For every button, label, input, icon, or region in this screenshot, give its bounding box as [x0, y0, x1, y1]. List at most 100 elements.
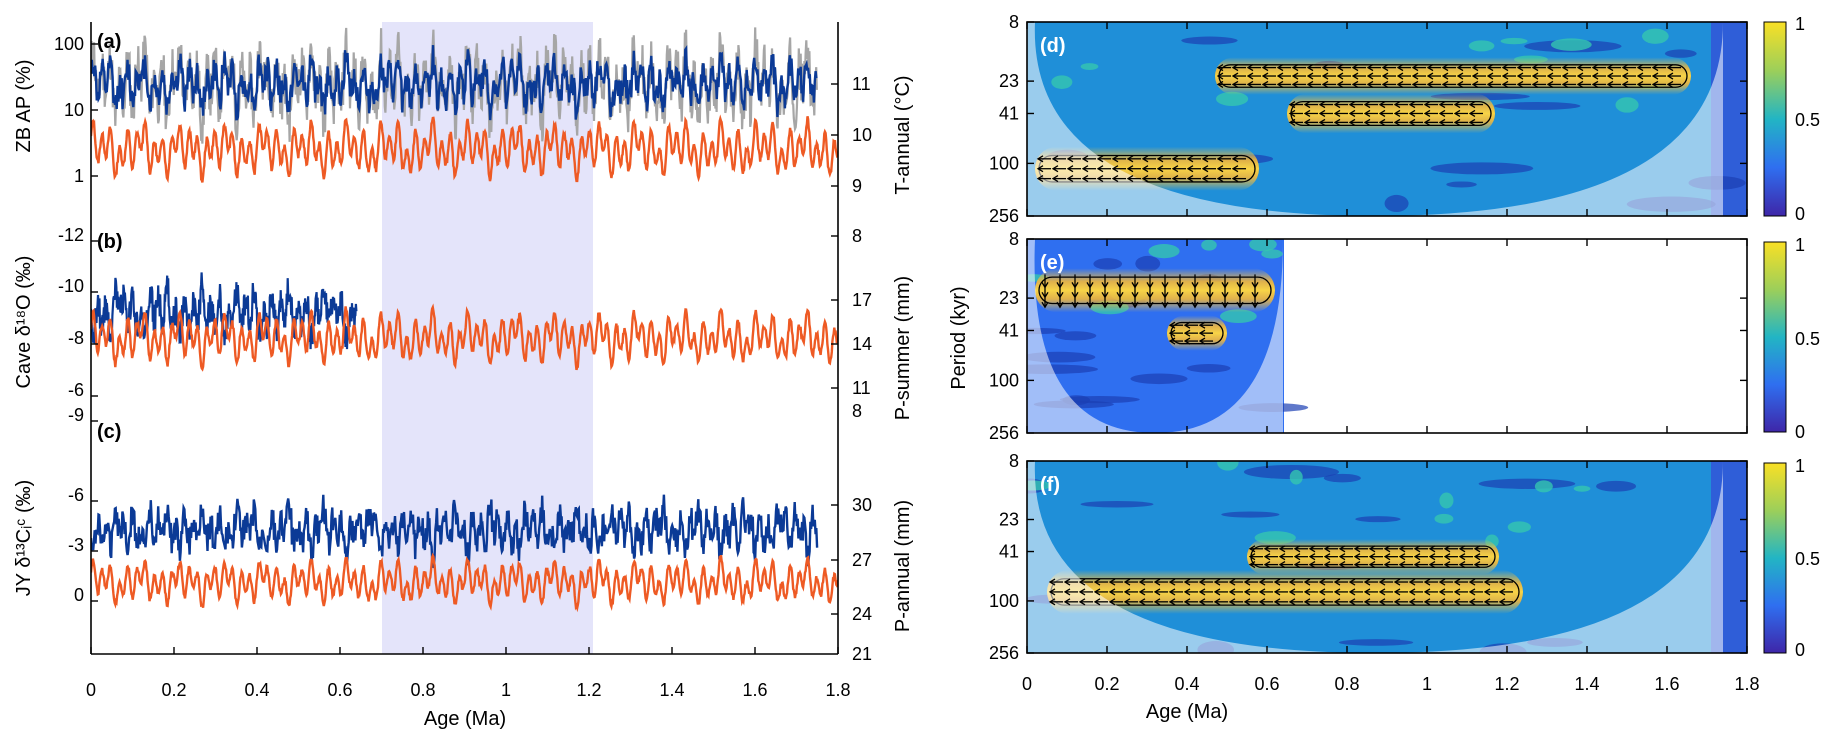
- series-p-summer: [91, 303, 838, 372]
- cbar-e-0: 0: [1795, 422, 1805, 442]
- cbar-e-1: 1: [1795, 235, 1805, 255]
- ylabel-b: Cave δ¹⁸O (‰): [13, 256, 35, 389]
- ytick-left-a-10: 10: [64, 100, 84, 120]
- ylabel-period: Period (kyr): [948, 286, 970, 389]
- xtick-left-0: 0: [86, 680, 96, 700]
- ytick-d-4: 256: [989, 206, 1019, 226]
- ytick-f-4: 256: [989, 643, 1019, 663]
- xtick-left-1: 0.2: [161, 680, 186, 700]
- ytick-right-c-27: 27: [852, 550, 872, 570]
- ytick-right-a-9: 9: [852, 176, 862, 196]
- xtick-right-7: 1.4: [1574, 674, 1599, 694]
- colorbar-f: 1 0.5 0: [1763, 456, 1820, 660]
- ytick-right-b-14: 14: [852, 334, 872, 354]
- ytick-left-c-3: -3: [68, 535, 84, 555]
- ytick-right-a-11: 11: [852, 74, 871, 94]
- cbar-d-1: 1: [1795, 14, 1805, 34]
- ytick-e-1: 23: [999, 288, 1019, 308]
- ytick-left-a-100: 100: [54, 34, 84, 54]
- ytick-d-3: 100: [989, 153, 1019, 173]
- xtick-left-2: 0.4: [244, 680, 269, 700]
- ytick-left-b-12: -12: [58, 225, 84, 245]
- panel-label-d: (d): [1040, 35, 1066, 57]
- ytick-d-0: 8: [1009, 12, 1019, 32]
- ytick-right-b-17: 17: [852, 290, 872, 310]
- xtick-right-1: 0.2: [1094, 674, 1119, 694]
- ytick-right-c-24: 24: [852, 604, 872, 624]
- xtick-left-7: 1.4: [659, 680, 684, 700]
- series-p-annual: [91, 552, 838, 613]
- series-jy-d13c: [91, 494, 819, 569]
- ytick-left-b-6: -6: [68, 380, 84, 400]
- ytick-left-c-6: -6: [68, 485, 84, 505]
- xtick-right-8: 1.6: [1654, 674, 1679, 694]
- ytick-e-0: 8: [1009, 229, 1019, 249]
- cbar-e-05: 0.5: [1795, 329, 1820, 349]
- xtick-left-3: 0.6: [327, 680, 352, 700]
- ytick-e-2: 41: [999, 320, 1019, 340]
- ytick-f-1: 23: [999, 510, 1019, 530]
- xlabel-right: Age (Ma): [1146, 701, 1228, 723]
- xtick-right-0: 0: [1022, 674, 1032, 694]
- panel-label-a: (a): [97, 31, 121, 53]
- cbar-f-05: 0.5: [1795, 549, 1820, 569]
- xtick-left-4: 0.8: [410, 680, 435, 700]
- panel-d: (d): [1026, 21, 1748, 217]
- panel-b: (b) -12 -10 -8 -6 17 14 11 8 Cave δ¹⁸O (…: [13, 225, 914, 421]
- ylabel-right-c: P-annual (mm): [892, 500, 914, 632]
- cbar-f-1: 1: [1795, 456, 1805, 476]
- ylabel-right-a: T-annual (°C): [892, 75, 914, 194]
- ytick-left-c-0: 0: [74, 585, 84, 605]
- right-axes: 8 23 41 100 256 8 23 41 100 256 8 23 41 100 256 0 0.2 0.…: [948, 12, 1760, 723]
- ytick-right-b-8: 8: [852, 401, 862, 421]
- ytick-d-2: 41: [999, 103, 1019, 123]
- xtick-left-6: 1.2: [576, 680, 601, 700]
- ytick-f-3: 100: [989, 591, 1019, 611]
- xtick-right-9: 1.8: [1734, 674, 1759, 694]
- panel-label-c: (c): [97, 421, 121, 443]
- ylabel-right-b: P-summer (mm): [892, 276, 914, 420]
- xtick-left-9: 1.8: [825, 680, 850, 700]
- panel-a: (a) 100 10 1 11 10 9 8 ZB AP (%) T-annua…: [13, 27, 914, 246]
- panel-label-b: (b): [97, 231, 123, 253]
- xtick-right-4: 0.8: [1334, 674, 1359, 694]
- ytick-e-4: 256: [989, 423, 1019, 443]
- cbar-d-05: 0.5: [1795, 110, 1820, 130]
- ytick-left-c-9: -9: [68, 405, 84, 425]
- colorbar-d: 1 0.5 0: [1763, 14, 1820, 224]
- ytick-left-a-1: 1: [74, 166, 84, 186]
- ylabel-a: ZB AP (%): [13, 60, 35, 153]
- ytick-right-a-8: 8: [852, 226, 862, 246]
- xtick-left-5: 1: [501, 680, 511, 700]
- panel-f: (f): [1026, 460, 1748, 654]
- ytick-left-b-8: -8: [68, 328, 84, 348]
- ytick-f-0: 8: [1009, 451, 1019, 471]
- xlabel-left: Age (Ma): [424, 708, 506, 730]
- xtick-right-3: 0.6: [1254, 674, 1279, 694]
- ytick-e-3: 100: [989, 370, 1019, 390]
- xtick-right-2: 0.4: [1174, 674, 1199, 694]
- colorbar-e: 1 0.5 0: [1763, 235, 1820, 442]
- cbar-d-0: 0: [1795, 204, 1805, 224]
- wavelet-band-e-0: [1035, 268, 1275, 313]
- ytick-f-2: 41: [999, 542, 1019, 562]
- panel-c: (c) -9 -6 -3 0 30 27 24 21 JY δ¹³Cᵢᶜ (‰)…: [13, 405, 914, 664]
- series-zb-ap-smoothed: [91, 45, 818, 121]
- ytick-right-c-21: 21: [852, 644, 872, 664]
- panel-label-f: (f): [1040, 474, 1060, 496]
- ytick-right-c-30: 30: [852, 495, 872, 515]
- ytick-left-b-10: -10: [58, 276, 84, 296]
- xtick-right-6: 1.2: [1494, 674, 1519, 694]
- xtick-left-8: 1.6: [742, 680, 767, 700]
- ylabel-c: JY δ¹³Cᵢᶜ (‰): [13, 480, 35, 597]
- ytick-right-b-11: 11: [852, 378, 871, 398]
- panel-e: (e): [1026, 238, 1748, 434]
- ytick-d-1: 23: [999, 71, 1019, 91]
- left-axes: 0 0.2 0.4 0.6 0.8 1 1.2 1.4 1.6 1.8 Age (Ma): [86, 22, 851, 730]
- panel-label-e: (e): [1040, 252, 1064, 274]
- xtick-right-5: 1: [1422, 674, 1432, 694]
- cbar-f-0: 0: [1795, 640, 1805, 660]
- ytick-right-a-10: 10: [852, 125, 872, 145]
- series-t-annual: [91, 114, 838, 184]
